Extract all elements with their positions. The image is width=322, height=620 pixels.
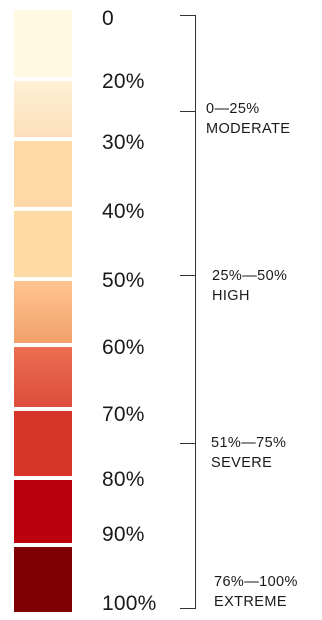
bracket-tick-severe — [180, 443, 196, 444]
category-severe-range: 51%—75% — [211, 435, 287, 451]
scale-label-90: 90% — [102, 523, 145, 546]
swatch-70 — [14, 411, 72, 476]
scale-label-80: 80% — [102, 468, 145, 491]
swatch-0 — [14, 10, 72, 77]
category-extreme-range: 76%—100% — [214, 574, 298, 590]
scale-label-70: 70% — [102, 403, 145, 426]
swatch-50 — [14, 281, 72, 343]
category-moderate: 0—25% MODERATE — [206, 99, 290, 139]
bracket-tick-moderate — [180, 111, 196, 112]
scale-label-100: 100% — [102, 592, 157, 615]
category-high: 25%—50% HIGH — [212, 266, 287, 306]
scale-label-60: 60% — [102, 336, 145, 359]
scale-label-40: 40% — [102, 200, 145, 223]
swatch-40 — [14, 211, 72, 277]
bracket-bottom-cap — [180, 608, 196, 609]
swatch-20 — [14, 81, 72, 137]
category-severe: 51%—75% SEVERE — [211, 433, 286, 473]
category-high-range: 25%—50% — [212, 268, 288, 284]
category-severe-name: SEVERE — [211, 455, 273, 471]
swatch-60 — [14, 347, 72, 407]
category-moderate-range: 0—25% — [206, 101, 260, 117]
scale-label-50: 50% — [102, 269, 145, 292]
scale-label-20: 20% — [102, 70, 145, 93]
swatch-30 — [14, 141, 72, 207]
category-extreme-name: EXTREME — [214, 594, 287, 610]
scale-label-0: 0 — [102, 7, 114, 30]
bracket-line — [195, 15, 196, 609]
category-moderate-name: MODERATE — [206, 121, 291, 137]
range-bracket — [180, 15, 196, 609]
category-high-name: HIGH — [212, 288, 250, 304]
swatch-90 — [14, 547, 72, 612]
bracket-top-cap — [180, 15, 196, 16]
swatch-80 — [14, 480, 72, 543]
scale-label-30: 30% — [102, 131, 145, 154]
bracket-tick-high — [180, 275, 196, 276]
category-extreme: 76%—100% EXTREME — [214, 572, 298, 612]
